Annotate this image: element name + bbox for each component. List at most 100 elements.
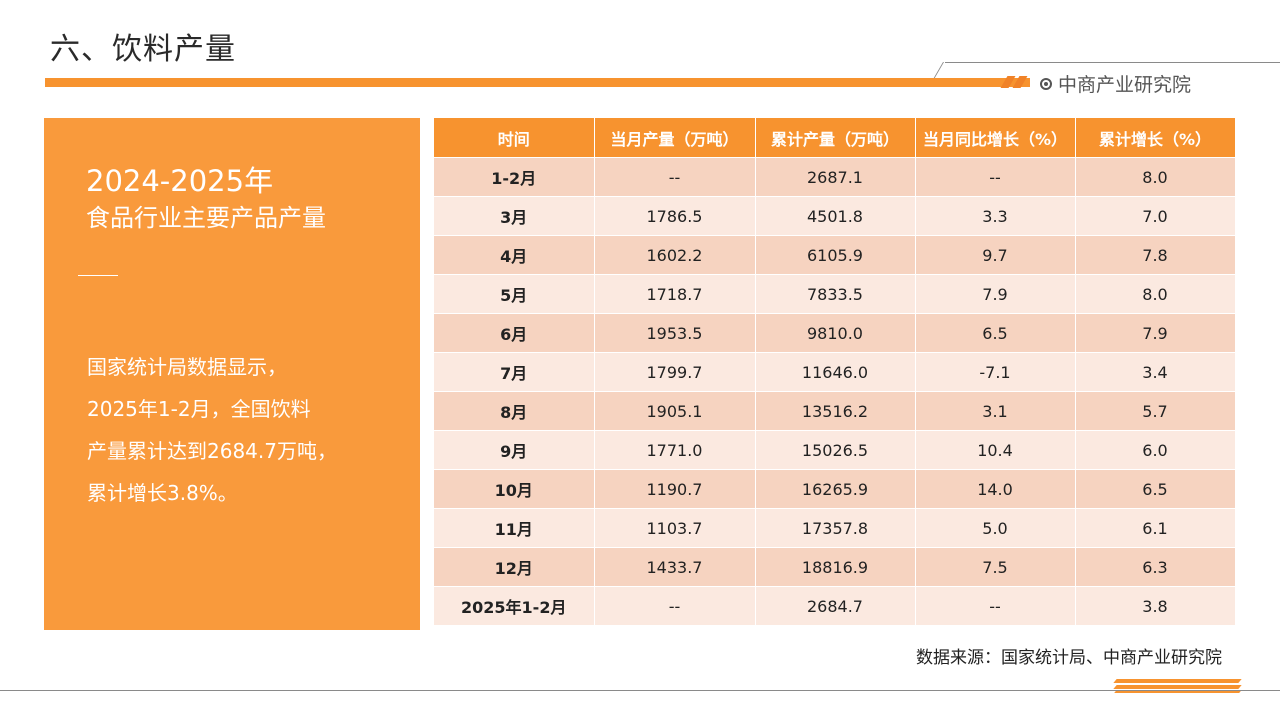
target-icon	[1040, 77, 1052, 90]
row-period-cell: 7月	[434, 352, 595, 392]
table-cell: 1433.7	[594, 547, 756, 587]
panel-body-line: 产量累计达到2684.7万吨，	[87, 439, 337, 463]
header-divider-slant	[933, 62, 944, 78]
table-row: 7月 1799.7 11646.0 -7.1 3.4	[434, 352, 1236, 392]
table-cell: 3.8	[1075, 586, 1236, 625]
row-period-cell: 11月	[434, 508, 595, 548]
table-cell: 8.0	[1075, 274, 1236, 314]
panel-body-line: 累计增长3.8%。	[87, 481, 238, 505]
row-period-cell: 8月	[434, 391, 595, 431]
table-cell: 6105.9	[755, 235, 916, 275]
table-cell: --	[594, 157, 756, 197]
title-underline-bar	[45, 78, 1030, 87]
column-header: 累计增长（%）	[1075, 118, 1236, 158]
table-cell: 4501.8	[755, 196, 916, 236]
row-period-cell: 10月	[434, 469, 595, 509]
table-cell: 1953.5	[594, 313, 756, 353]
row-period-cell: 5月	[434, 274, 595, 314]
table-header-row: 时间 当月产量（万吨） 累计产量（万吨） 当月同比增长（%） 累计增长（%）	[434, 118, 1236, 158]
table-cell: 2684.7	[755, 586, 916, 625]
table-cell: 1905.1	[594, 391, 756, 431]
table-cell: 6.0	[1075, 430, 1236, 470]
table-cell: 3.4	[1075, 352, 1236, 392]
table-cell: 6.5	[915, 313, 1076, 353]
table-row: 9月 1771.0 15026.5 10.4 6.0	[434, 430, 1236, 470]
table-row: 6月 1953.5 9810.0 6.5 7.9	[434, 313, 1236, 353]
header-divider	[945, 62, 1280, 63]
table-cell: 1786.5	[594, 196, 756, 236]
footer-stripes	[1113, 679, 1242, 693]
brand-logo: 中商产业研究院	[1040, 70, 1191, 97]
page-title: 六、饮料产量	[50, 32, 236, 67]
table-row: 4月 1602.2 6105.9 9.7 7.8	[434, 235, 1236, 275]
table-cell: 7.9	[915, 274, 1076, 314]
data-source: 数据来源：国家统计局、中商产业研究院	[916, 648, 1222, 668]
table-cell: --	[915, 157, 1076, 197]
panel-subtitle: 食品行业主要产品产量	[86, 204, 326, 232]
column-header: 时间	[434, 118, 595, 158]
table-row: 12月 1433.7 18816.9 7.5 6.3	[434, 547, 1236, 587]
table-cell: 6.3	[1075, 547, 1236, 587]
table-cell: 1190.7	[594, 469, 756, 509]
table-cell: 7.9	[1075, 313, 1236, 353]
table-cell: 17357.8	[755, 508, 916, 548]
table-cell: 7.0	[1075, 196, 1236, 236]
row-period-cell: 9月	[434, 430, 595, 470]
column-header: 累计产量（万吨）	[755, 118, 916, 158]
table-cell: 13516.2	[755, 391, 916, 431]
footer-divider	[0, 690, 1280, 691]
table-cell: 1602.2	[594, 235, 756, 275]
panel-body-line: 国家统计局数据显示，	[87, 355, 287, 379]
table-cell: 9810.0	[755, 313, 916, 353]
table-cell: 8.0	[1075, 157, 1236, 197]
panel-year: 2024-2025年	[86, 164, 274, 198]
table-cell: 10.4	[915, 430, 1076, 470]
table-row: 8月 1905.1 13516.2 3.1 5.7	[434, 391, 1236, 431]
table-cell: 6.5	[1075, 469, 1236, 509]
brand-name: 中商产业研究院	[1058, 74, 1192, 96]
table-cell: 15026.5	[755, 430, 916, 470]
table-row: 5月 1718.7 7833.5 7.9 8.0	[434, 274, 1236, 314]
row-period-cell: 6月	[434, 313, 595, 353]
decorative-stripes	[1000, 76, 1040, 88]
table-cell: 2687.1	[755, 157, 916, 197]
panel-body-line: 2025年1-2月，全国饮料	[87, 397, 311, 421]
table-cell: 1103.7	[594, 508, 756, 548]
table-cell: 5.0	[915, 508, 1076, 548]
table-cell: 1771.0	[594, 430, 756, 470]
table-cell: 1718.7	[594, 274, 756, 314]
table-cell: 9.7	[915, 235, 1076, 275]
table-cell: --	[594, 586, 756, 625]
column-header: 当月产量（万吨）	[594, 118, 756, 158]
table-cell: 7833.5	[755, 274, 916, 314]
row-period-cell: 4月	[434, 235, 595, 275]
table-cell: 6.1	[1075, 508, 1236, 548]
table-cell: 18816.9	[755, 547, 916, 587]
table-row: 1-2月 -- 2687.1 -- 8.0	[434, 157, 1236, 197]
column-header: 当月同比增长（%）	[915, 118, 1076, 158]
table-row: 10月 1190.7 16265.9 14.0 6.5	[434, 469, 1236, 509]
panel-body: 国家统计局数据显示， 2025年1-2月，全国饮料 产量累计达到2684.7万吨…	[87, 346, 377, 514]
table-cell: -7.1	[915, 352, 1076, 392]
table-body: 1-2月 -- 2687.1 -- 8.0 3月 1786.5 4501.8 3.3 7.0 4月 1…	[434, 157, 1236, 625]
table-row: 11月 1103.7 17357.8 5.0 6.1	[434, 508, 1236, 548]
row-period-cell: 3月	[434, 196, 595, 236]
table-cell: 11646.0	[755, 352, 916, 392]
table-cell: 3.3	[915, 196, 1076, 236]
table-row: 2025年1-2月 -- 2684.7 -- 3.8	[434, 586, 1236, 625]
production-table: 时间 当月产量（万吨） 累计产量（万吨） 当月同比增长（%） 累计增长（%） 1…	[434, 118, 1236, 625]
table-cell: 7.5	[915, 547, 1076, 587]
table-cell: 7.8	[1075, 235, 1236, 275]
panel-divider	[78, 275, 118, 276]
table-cell: 16265.9	[755, 469, 916, 509]
row-period-cell: 1-2月	[434, 157, 595, 197]
table-cell: 14.0	[915, 469, 1076, 509]
row-period-cell: 2025年1-2月	[434, 586, 595, 625]
table-row: 3月 1786.5 4501.8 3.3 7.0	[434, 196, 1236, 236]
row-period-cell: 12月	[434, 547, 595, 587]
table-cell: 3.1	[915, 391, 1076, 431]
table-cell: 5.7	[1075, 391, 1236, 431]
table-cell: --	[915, 586, 1076, 625]
table-cell: 1799.7	[594, 352, 756, 392]
summary-panel: 2024-2025年 食品行业主要产品产量 国家统计局数据显示， 2025年1-…	[44, 118, 420, 630]
